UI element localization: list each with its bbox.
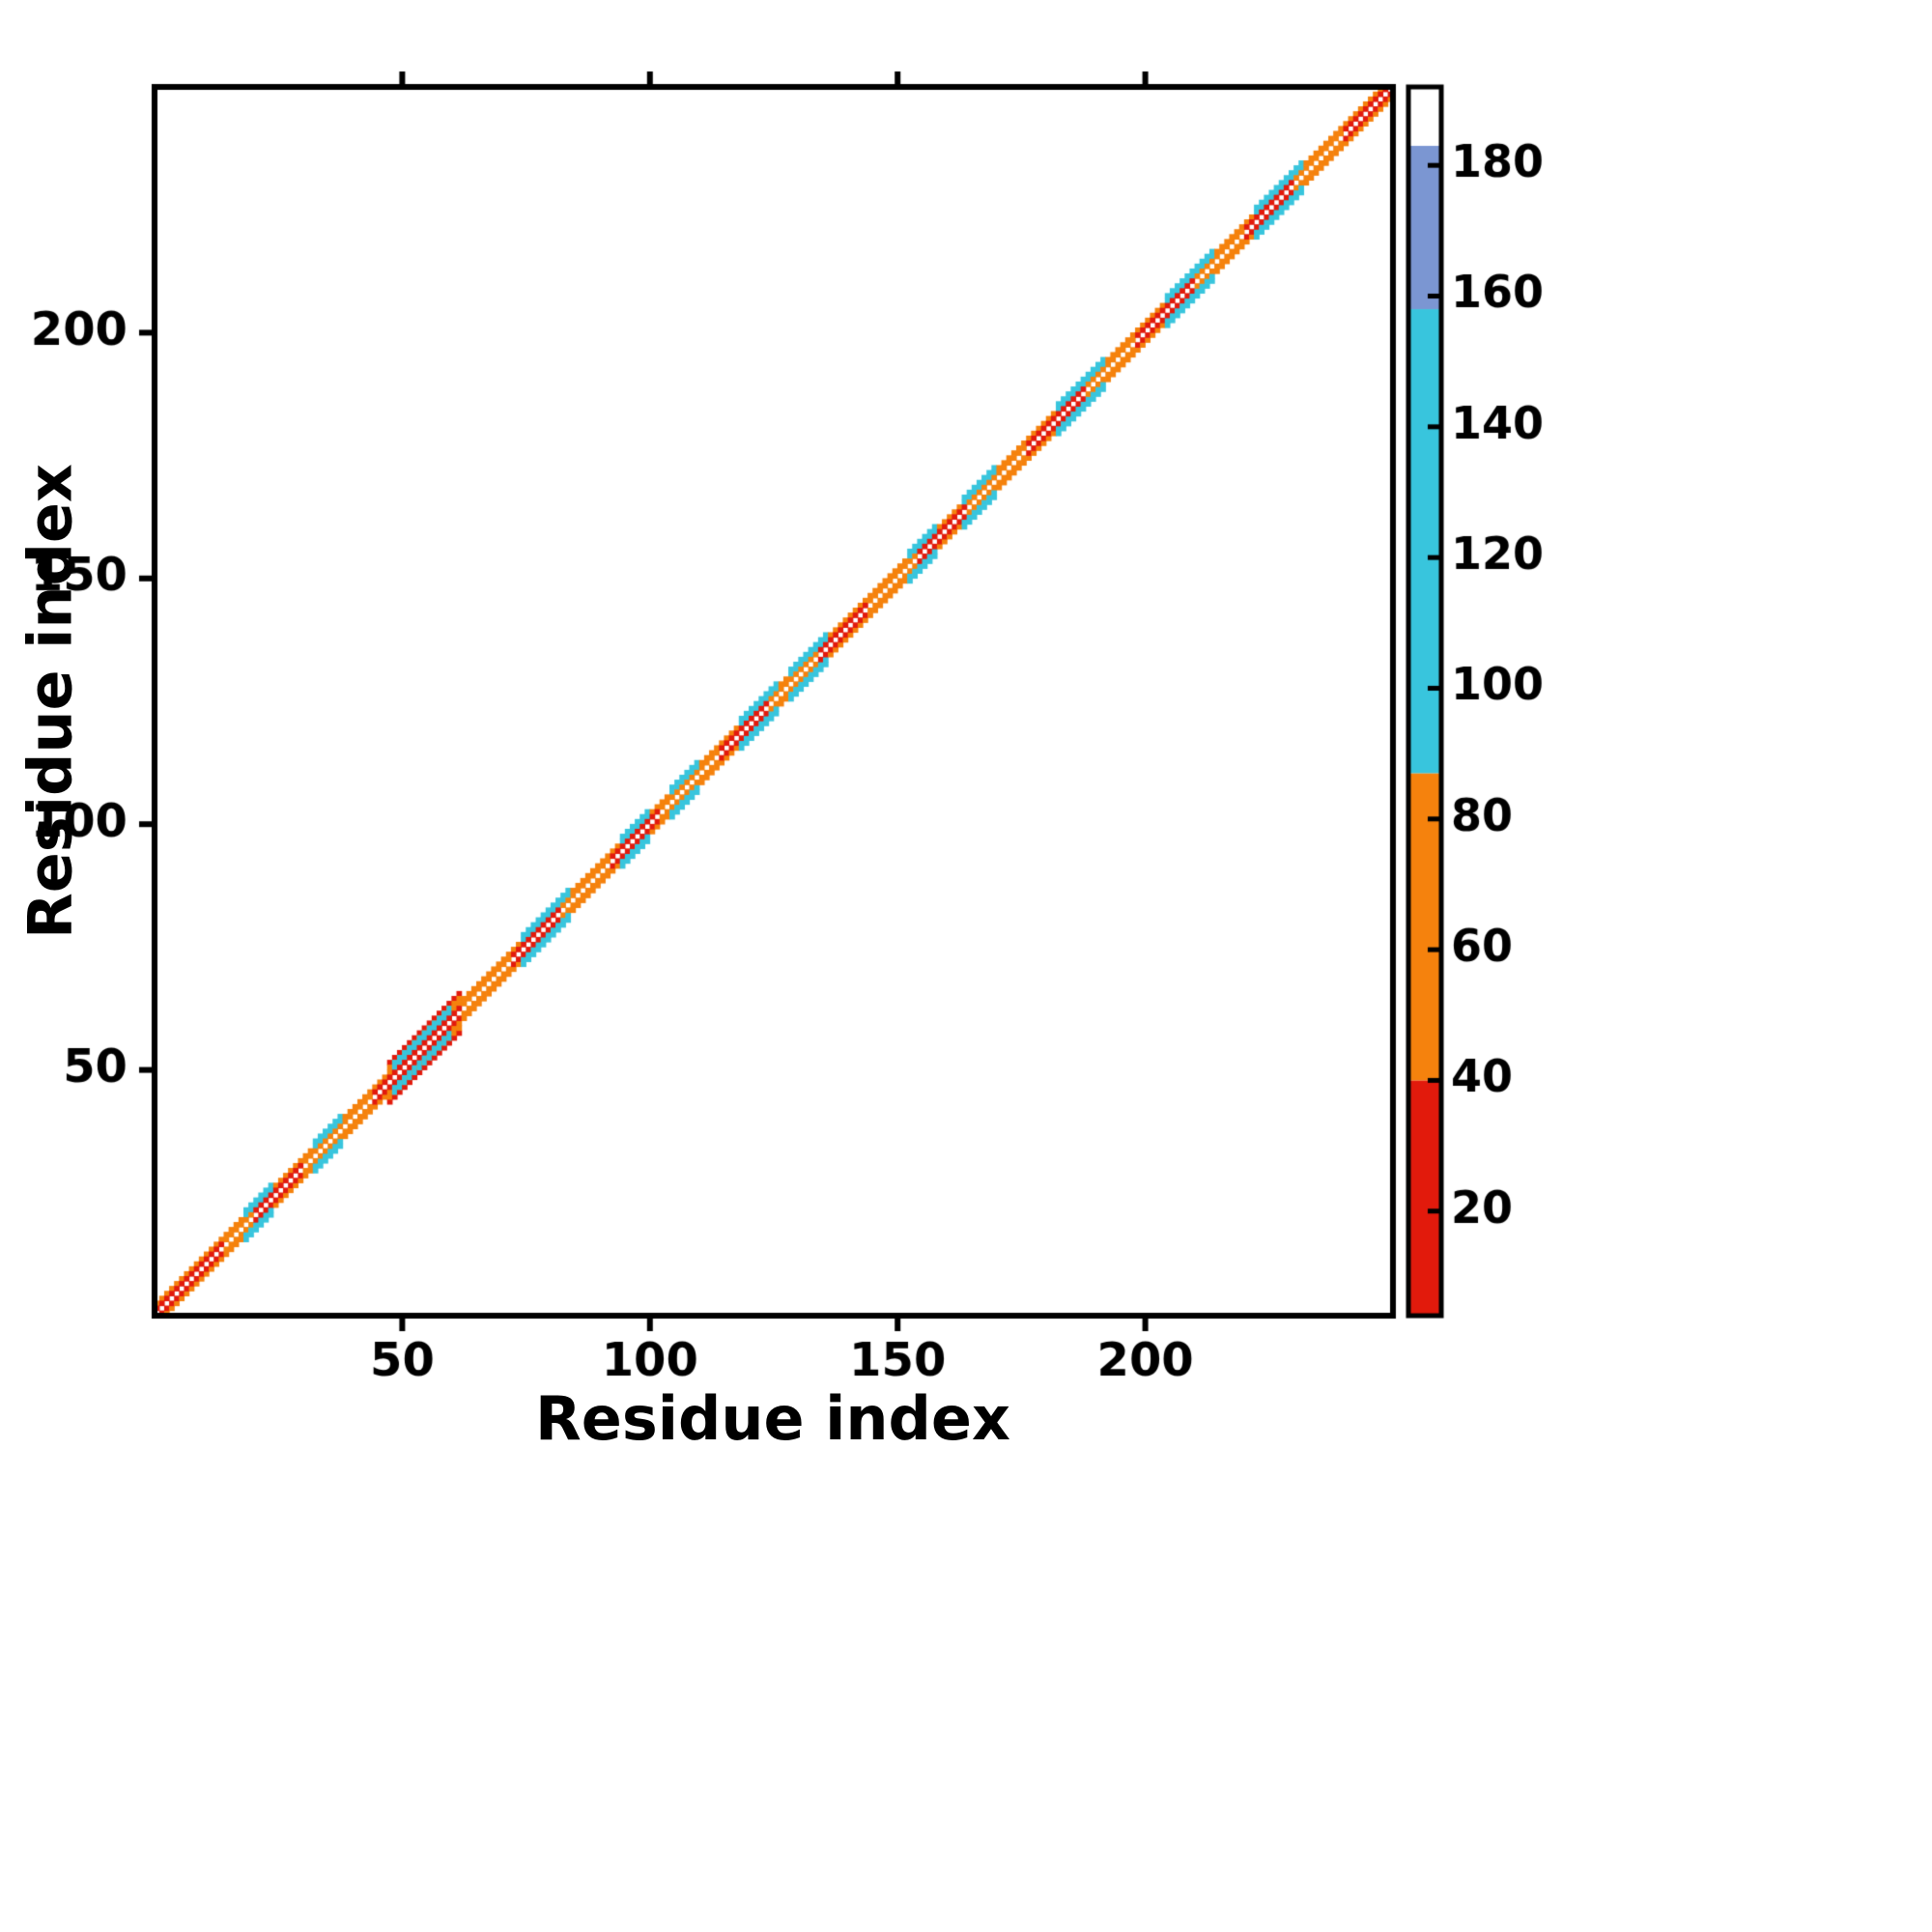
y-axis-title: Residue index — [14, 464, 86, 939]
x-axis-title: Residue index — [535, 1383, 1010, 1454]
